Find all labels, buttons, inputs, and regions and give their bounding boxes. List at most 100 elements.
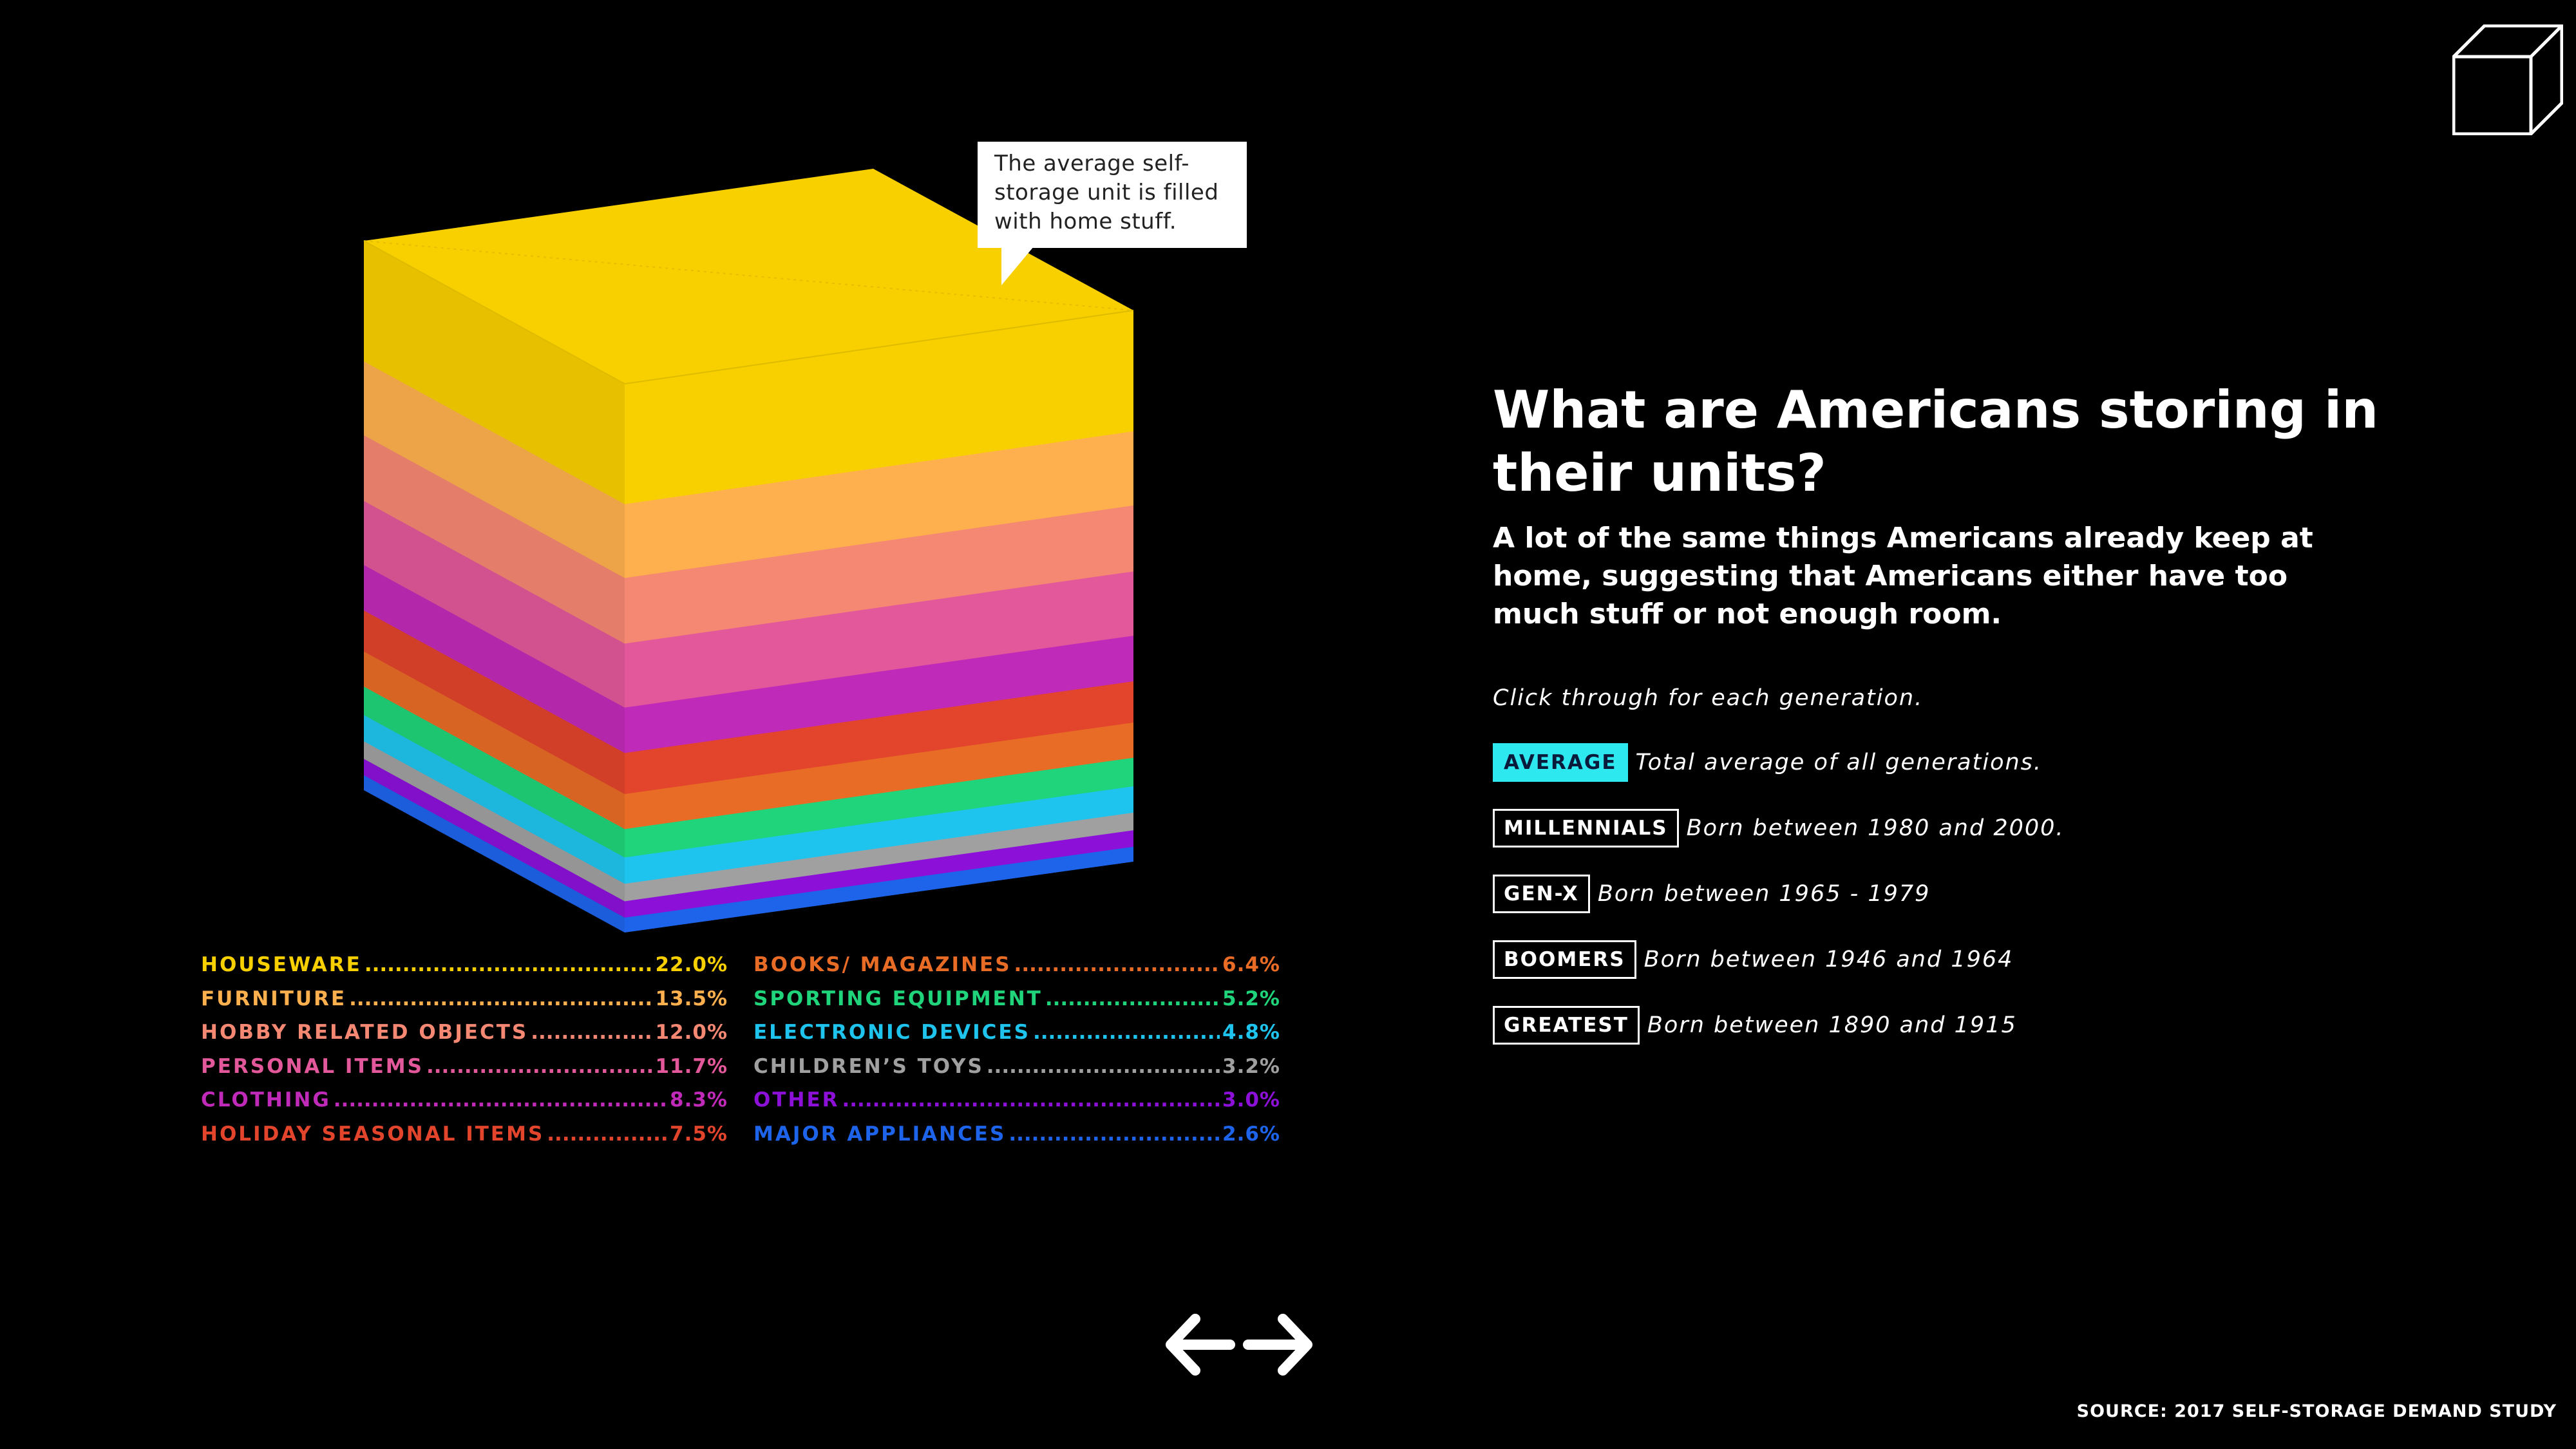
legend-item: FURNITURE 13.5% [201, 987, 728, 1021]
cube-layer-right-face [625, 505, 1133, 645]
legend-leader-dots [1033, 1021, 1220, 1044]
cube-layer-right-face [625, 722, 1133, 830]
average-button[interactable]: AVERAGE [1493, 743, 1628, 782]
legend-leader-dots [1045, 987, 1220, 1010]
generation-description: Born between 1965 - 1979 [1597, 881, 1931, 907]
legend-leader-dots [426, 1055, 652, 1078]
instruction-text: Click through for each generation. [1493, 685, 1924, 711]
legend-label: CLOTHING [201, 1088, 331, 1112]
legend-label: HOBBY RELATED OBJECTS [201, 1021, 529, 1044]
legend-item: HOUSEWARE 22.0% [201, 953, 728, 987]
cube-layer-right-face [625, 681, 1133, 795]
legend-label: FURNITURE [201, 987, 347, 1010]
legend-value: 12.0% [655, 1021, 728, 1044]
legend-value: 7.5% [670, 1122, 728, 1146]
legend-value: 5.2% [1222, 987, 1280, 1010]
legend-value: 22.0% [655, 953, 728, 976]
legend-label: SPORTING EQUIPMENT [753, 987, 1043, 1010]
cube-layer-left-face [364, 715, 625, 885]
legend-label: HOLIDAY SEASONAL ITEMS [201, 1122, 545, 1146]
generation-row-millennials: MILLENNIALS Born between 1980 and 2000. [1493, 808, 2065, 849]
cube-layer-left-face [364, 759, 625, 918]
page-title: What are Americans storing in their unit… [1493, 380, 2379, 503]
cube-layer-left-face [364, 500, 625, 708]
millennials-button[interactable]: MILLENNIALS [1493, 809, 1679, 848]
cube-layer-left-face [364, 687, 625, 858]
cube-layer-right-face [625, 431, 1133, 579]
legend-item: HOLIDAY SEASONAL ITEMS 7.5% [201, 1122, 728, 1157]
cube-layer-left-face [364, 610, 625, 795]
legend-leader-dots [1009, 1122, 1220, 1146]
legend-item: CLOTHING 8.3% [201, 1088, 728, 1122]
cube-layer-left-face [364, 435, 625, 645]
legend-item: ELECTRONIC DEVICES 4.8% [753, 1021, 1280, 1055]
arrow-right-icon[interactable] [1243, 1312, 1315, 1377]
legend-leader-dots [334, 1088, 667, 1112]
legend-value: 2.6% [1222, 1122, 1280, 1146]
generation-row-boomers: BOOMERS Born between 1946 and 1964 [1493, 939, 2013, 980]
cube-layer-right-face [625, 571, 1133, 708]
cube-outline-icon[interactable] [2452, 24, 2563, 135]
legend-item: BOOKS/ MAGAZINES 6.4% [753, 953, 1280, 987]
legend-label: HOUSEWARE [201, 953, 362, 976]
annotation-tooltip: The average self-storage unit is filled … [978, 142, 1247, 248]
cube-layer-left-face [364, 565, 625, 754]
legend-item: MAJOR APPLIANCES 2.6% [753, 1122, 1280, 1157]
cube-layer-right-face [625, 636, 1133, 754]
legend-value: 11.7% [655, 1054, 728, 1078]
legend-leader-dots [547, 1122, 667, 1146]
boomers-button[interactable]: BOOMERS [1493, 940, 1636, 979]
generation-description: Born between 1980 and 2000. [1686, 815, 2065, 841]
generation-row-gen-x: GEN-X Born between 1965 - 1979 [1493, 873, 1930, 914]
cube-layer-right-face [625, 846, 1133, 933]
annotation-tooltip-tail [1001, 247, 1034, 285]
legend-value: 8.3% [670, 1088, 728, 1112]
legend-label: CHILDREN’S TOYS [753, 1054, 984, 1078]
gen-x-button[interactable]: GEN-X [1493, 875, 1590, 913]
legend-label: MAJOR APPLIANCES [753, 1122, 1007, 1146]
legend-value: 3.0% [1222, 1088, 1280, 1112]
source-note: SOURCE: 2017 SELF-STORAGE DEMAND STUDY [2076, 1401, 2557, 1421]
legend-column-right: BOOKS/ MAGAZINES 6.4% SPORTING EQUIPMENT 5.… [753, 953, 1280, 1156]
legend-value: 13.5% [655, 987, 728, 1010]
cube-layer-right-face [625, 786, 1133, 885]
cube-layer-right-face [625, 757, 1133, 858]
cube-layer-right-face [625, 830, 1133, 918]
greatest-button[interactable]: GREATEST [1493, 1006, 1640, 1045]
legend-item: HOBBY RELATED OBJECTS 12.0% [201, 1021, 728, 1055]
legend-value: 6.4% [1222, 953, 1280, 976]
legend-label: OTHER [753, 1088, 840, 1112]
cube-layer-right-face [625, 812, 1133, 902]
generation-description: Born between 1946 and 1964 [1643, 947, 2014, 972]
legend-leader-dots [987, 1055, 1220, 1078]
legend-leader-dots [531, 1021, 652, 1044]
generation-row-average: AVERAGE Total average of all generations… [1493, 742, 2042, 783]
legend-item: SPORTING EQUIPMENT 5.2% [753, 987, 1280, 1021]
legend-item: PERSONAL ITEMS 11.7% [201, 1055, 728, 1089]
legend-label: ELECTRONIC DEVICES [753, 1021, 1030, 1044]
legend-leader-dots [842, 1088, 1220, 1112]
legend-column-left: HOUSEWARE 22.0% FURNITURE 13.5% HOBBY RELATE… [201, 953, 728, 1156]
arrow-left-icon[interactable] [1163, 1312, 1235, 1377]
legend-leader-dots [349, 987, 652, 1010]
page-subtitle: A lot of the same things Americans alrea… [1493, 522, 2313, 630]
legend-leader-dots [365, 953, 653, 976]
cube-layer-right-face [625, 310, 1133, 505]
cube-layer-left-face [364, 241, 625, 505]
generation-description: Total average of all generations. [1635, 750, 2043, 775]
legend-value: 3.2% [1222, 1054, 1280, 1078]
cube-layer-left-face [364, 775, 625, 933]
legend-item: OTHER 3.0% [753, 1088, 1280, 1122]
cube-layer-left-face [364, 651, 625, 830]
legend-leader-dots [1014, 953, 1220, 976]
legend-label: BOOKS/ MAGAZINES [753, 953, 1012, 976]
cube-layer-left-face [364, 741, 625, 902]
cube-layer-left-face [364, 361, 625, 579]
generation-row-greatest: GREATEST Born between 1890 and 1915 [1493, 1005, 2017, 1046]
legend-item: CHILDREN’S TOYS 3.2% [753, 1055, 1280, 1089]
legend-label: PERSONAL ITEMS [201, 1054, 424, 1078]
legend-value: 4.8% [1222, 1021, 1280, 1044]
generation-description: Born between 1890 and 1915 [1647, 1012, 2017, 1038]
cube-top-edge [363, 240, 1134, 385]
